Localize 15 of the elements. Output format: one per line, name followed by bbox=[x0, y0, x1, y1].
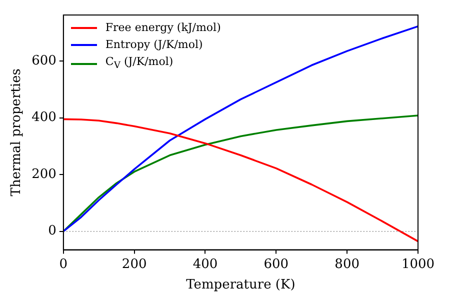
x-axis-title: Temperature (K) bbox=[186, 278, 296, 293]
x-tick-label: 400 bbox=[192, 256, 218, 272]
x-tick-label: 0 bbox=[59, 256, 68, 272]
y-tick-label: 600 bbox=[32, 53, 56, 68]
x-tick-label: 800 bbox=[334, 256, 360, 272]
x-tick-label: 1000 bbox=[401, 256, 435, 272]
y-tick-label: 0 bbox=[48, 224, 56, 239]
y-tick-label: 400 bbox=[32, 110, 56, 126]
x-tick-label: 600 bbox=[264, 256, 289, 272]
legend-label: Free energy (kJ/mol) bbox=[105, 20, 221, 36]
x-tick-label: 200 bbox=[122, 256, 147, 272]
y-axis-title: Thermal properties bbox=[9, 68, 24, 196]
legend-label: C$_{V}$ (J/K/mol) bbox=[105, 54, 174, 74]
y-tick-label: 200 bbox=[32, 166, 56, 182]
legend-label: Entropy (J/K/mol) bbox=[105, 37, 203, 53]
